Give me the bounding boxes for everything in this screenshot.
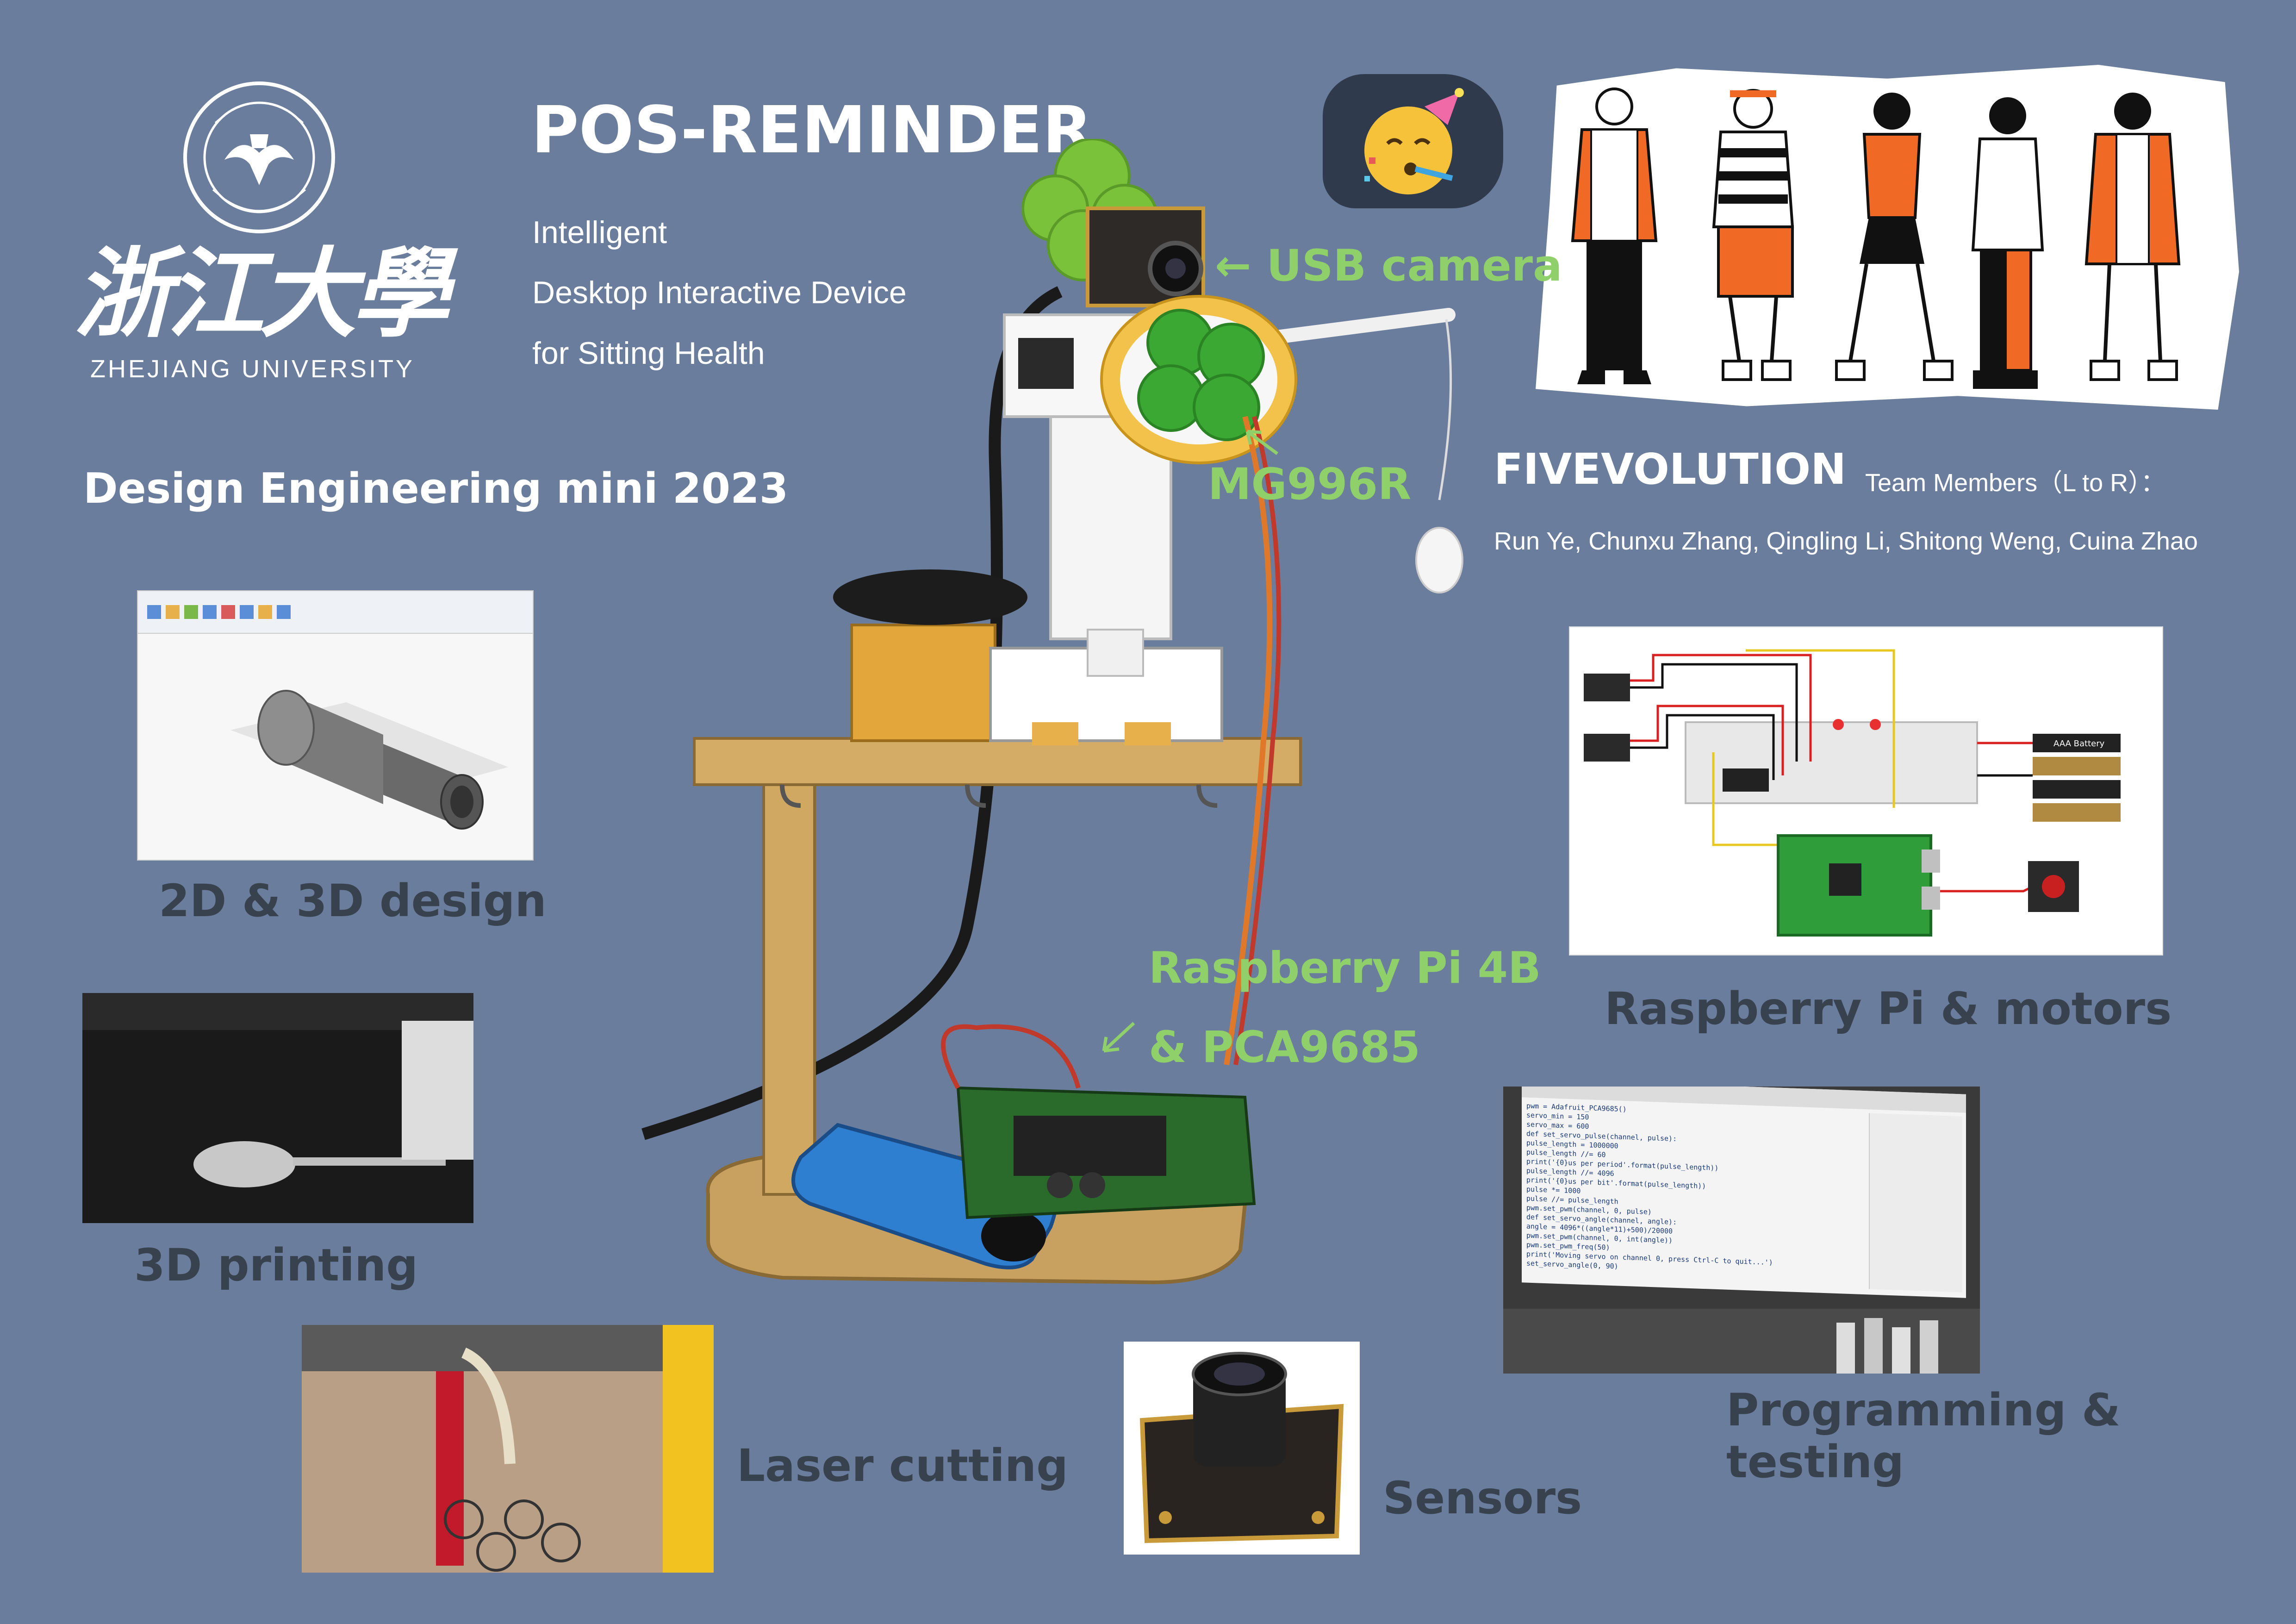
subtitle-line-2: Desktop Interactive Device <box>532 275 907 310</box>
device-illustration <box>641 137 1463 1285</box>
cad-part-model <box>230 690 508 830</box>
callout-pi-line-2: & PCA9685 <box>1149 1022 1420 1073</box>
callout-usb-camera: ← USB camera <box>1215 241 1562 291</box>
team-name: FIVEVOLUTION <box>1494 444 1847 494</box>
university-seal <box>183 81 335 233</box>
side-panel <box>1869 1113 1962 1293</box>
university-logo: 浙江大學 ZHEJIANG UNIVERSITY <box>69 79 486 394</box>
arrow-pi-icon <box>1102 1022 1135 1053</box>
printed-paddle <box>82 993 473 1187</box>
desk-items <box>1503 1309 1980 1374</box>
printing-photo <box>82 993 473 1223</box>
team-members-drawing <box>1571 87 2181 389</box>
project-title: POS-REMINDER <box>531 93 1093 168</box>
laser-cutting-photo <box>302 1325 714 1573</box>
course-title: Design Engineering mini 2023 <box>83 464 789 513</box>
team-illustration <box>1536 65 2239 410</box>
circuit-schematic: AAA Battery <box>1584 649 2121 937</box>
subtitle-line-1: Intelligent <box>532 215 667 250</box>
label-programming-testing: Programming & testing <box>1726 1384 2121 1488</box>
programming-photo: pwm = Adafruit_PCA9685() servo_min = 150… <box>1503 1087 1980 1374</box>
callout-pi-line-1: Raspberry Pi 4B <box>1149 943 1541 993</box>
monitor-screen: pwm = Adafruit_PCA9685() servo_min = 150… <box>1522 1087 1966 1298</box>
device-photo <box>504 137 1490 1287</box>
party-face-icon <box>1364 88 1464 194</box>
cad-toolbar-icons <box>147 605 508 624</box>
battery-label: AAA Battery <box>2053 739 2105 749</box>
university-english-name: ZHEJIANG UNIVERSITY <box>90 355 415 383</box>
circuit-diagram: AAA Battery <box>1569 626 2163 956</box>
camera-module <box>1139 1352 1344 1543</box>
label-3d-printing: 3D printing <box>134 1239 418 1291</box>
laser-cutter-scene <box>302 1325 714 1573</box>
subtitle-line-3: for Sitting Health <box>532 336 765 371</box>
code-editor: pwm = Adafruit_PCA9685() servo_min = 150… <box>1526 1101 1860 1289</box>
label-sensors: Sensors <box>1383 1472 1582 1524</box>
cad-screenshot <box>137 590 534 861</box>
team-members-label: Team Members（L to R）： <box>1865 469 2166 497</box>
university-chinese-name: 浙江大學 <box>74 237 449 351</box>
team-members-list: Run Ye, Chunxu Zhang, Qingling Li, Shito… <box>1494 527 2198 555</box>
label-laser-cutting: Laser cutting <box>737 1440 1068 1492</box>
callout-mg996r: MG996R <box>1208 459 1412 510</box>
party-emoji-card <box>1323 74 1503 208</box>
arrow-servo-icon <box>1245 430 1279 455</box>
label-2d-3d-design: 2D & 3D design <box>159 875 547 927</box>
label-pi-motors: Raspberry Pi & motors <box>1605 983 2172 1035</box>
sensor-photo <box>1124 1342 1360 1555</box>
